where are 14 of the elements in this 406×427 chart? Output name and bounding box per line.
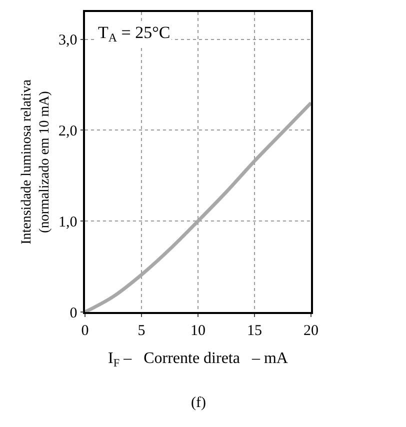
x-tick-label: 15 — [247, 322, 262, 339]
x-tick-label: 20 — [304, 322, 318, 339]
y-tick-label: 1,0 — [58, 214, 78, 230]
y-tick-label: 3,0 — [58, 32, 78, 49]
x-tick-label: 10 — [190, 322, 206, 339]
annotation: T$_{A}$ = 25°C — [98, 23, 170, 45]
line-series — [85, 101, 311, 312]
x-axis-title: I$_{F}$ – Corrente direta – mA — [108, 350, 288, 370]
y-axis-title: Intensidade luminosa relativa (normalizado em 10 mA) — [19, 78, 53, 244]
x-tick-label: 0 — [81, 322, 89, 339]
x-tick-label: 5 — [138, 322, 146, 339]
y-tick-label: 2,0 — [58, 123, 78, 140]
text: (f) — [191, 395, 206, 411]
y-tick-label: 0 — [70, 305, 78, 322]
